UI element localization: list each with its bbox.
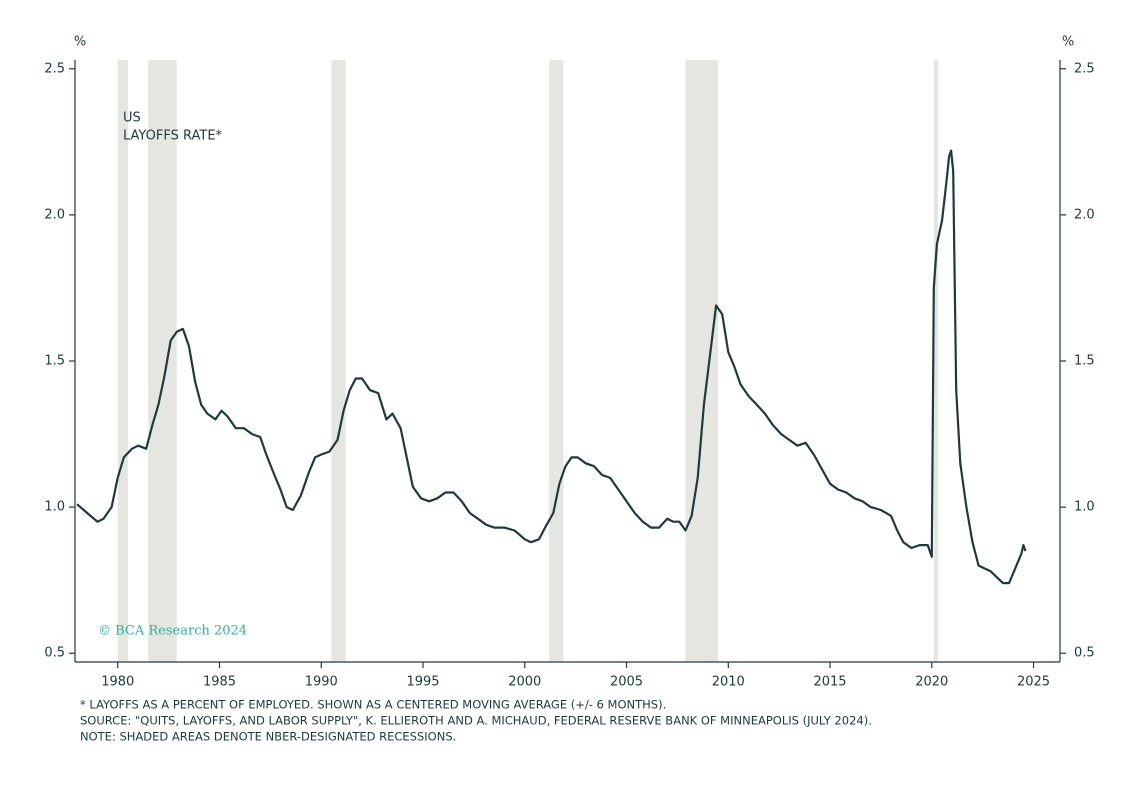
x-tick-label: 2000	[508, 675, 541, 690]
recession-band	[549, 60, 564, 662]
recession-band	[685, 60, 719, 662]
y-tick-label: 0.5	[44, 646, 65, 661]
recession-band	[331, 60, 346, 662]
y-tick-label: 2.5	[44, 61, 65, 76]
footnote: NOTE: SHADED AREAS DENOTE NBER-DESIGNATE…	[80, 730, 456, 744]
series-label: US	[123, 111, 141, 126]
y-unit: %	[74, 35, 86, 50]
x-tick-label: 1990	[305, 675, 338, 690]
x-tick-label: 2025	[1017, 675, 1050, 690]
series-label: LAYOFFS RATE*	[123, 129, 223, 144]
footnote: SOURCE: "QUITS, LAYOFFS, AND LABOR SUPPL…	[80, 714, 872, 728]
y2-tick-label: 1.5	[1074, 354, 1095, 369]
y-tick-label: 2.0	[44, 207, 65, 222]
recession-band	[148, 60, 177, 662]
watermark: © BCA Research 2024	[98, 624, 247, 639]
x-tick-label: 1985	[203, 675, 236, 690]
x-tick-label: 1980	[101, 675, 134, 690]
series-line	[76, 149, 1027, 585]
y2-unit: %	[1062, 35, 1074, 50]
y2-tick-label: 1.0	[1074, 500, 1095, 515]
x-tick-label: 1995	[406, 675, 439, 690]
x-tick-label: 2005	[610, 675, 643, 690]
y2-tick-label: 2.5	[1074, 61, 1095, 76]
y-tick-label: 1.5	[44, 354, 65, 369]
x-tick-label: 2015	[813, 675, 846, 690]
y2-tick-label: 0.5	[1074, 646, 1095, 661]
recession-band	[933, 60, 938, 662]
x-tick-label: 2010	[712, 675, 745, 690]
y-tick-label: 1.0	[44, 500, 65, 515]
footnote: * LAYOFFS AS A PERCENT OF EMPLOYED. SHOW…	[80, 698, 666, 712]
y2-tick-label: 2.0	[1074, 207, 1095, 222]
recession-band	[117, 60, 128, 662]
x-tick-label: 2020	[915, 675, 948, 690]
